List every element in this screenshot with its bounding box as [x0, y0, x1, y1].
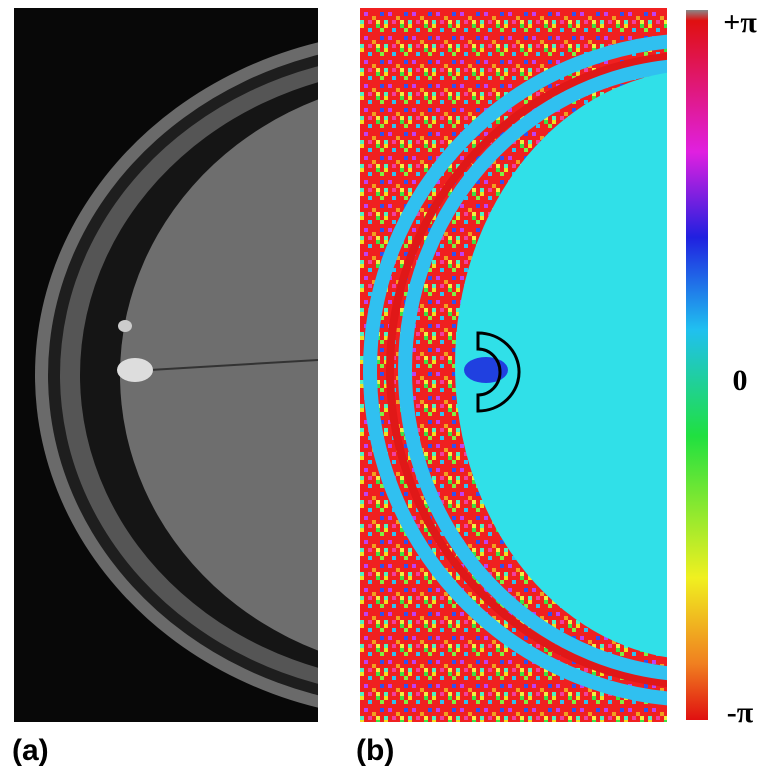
- colorbar: [686, 10, 708, 720]
- colorbar-label: -π: [727, 696, 754, 729]
- figure: (a) (b) +π 0 -π: [0, 0, 769, 780]
- panel-label: (a): [12, 734, 49, 767]
- colorbar-label: 0: [733, 364, 748, 397]
- panel-label: (b): [356, 734, 394, 767]
- colorbar-label: +π: [723, 6, 757, 39]
